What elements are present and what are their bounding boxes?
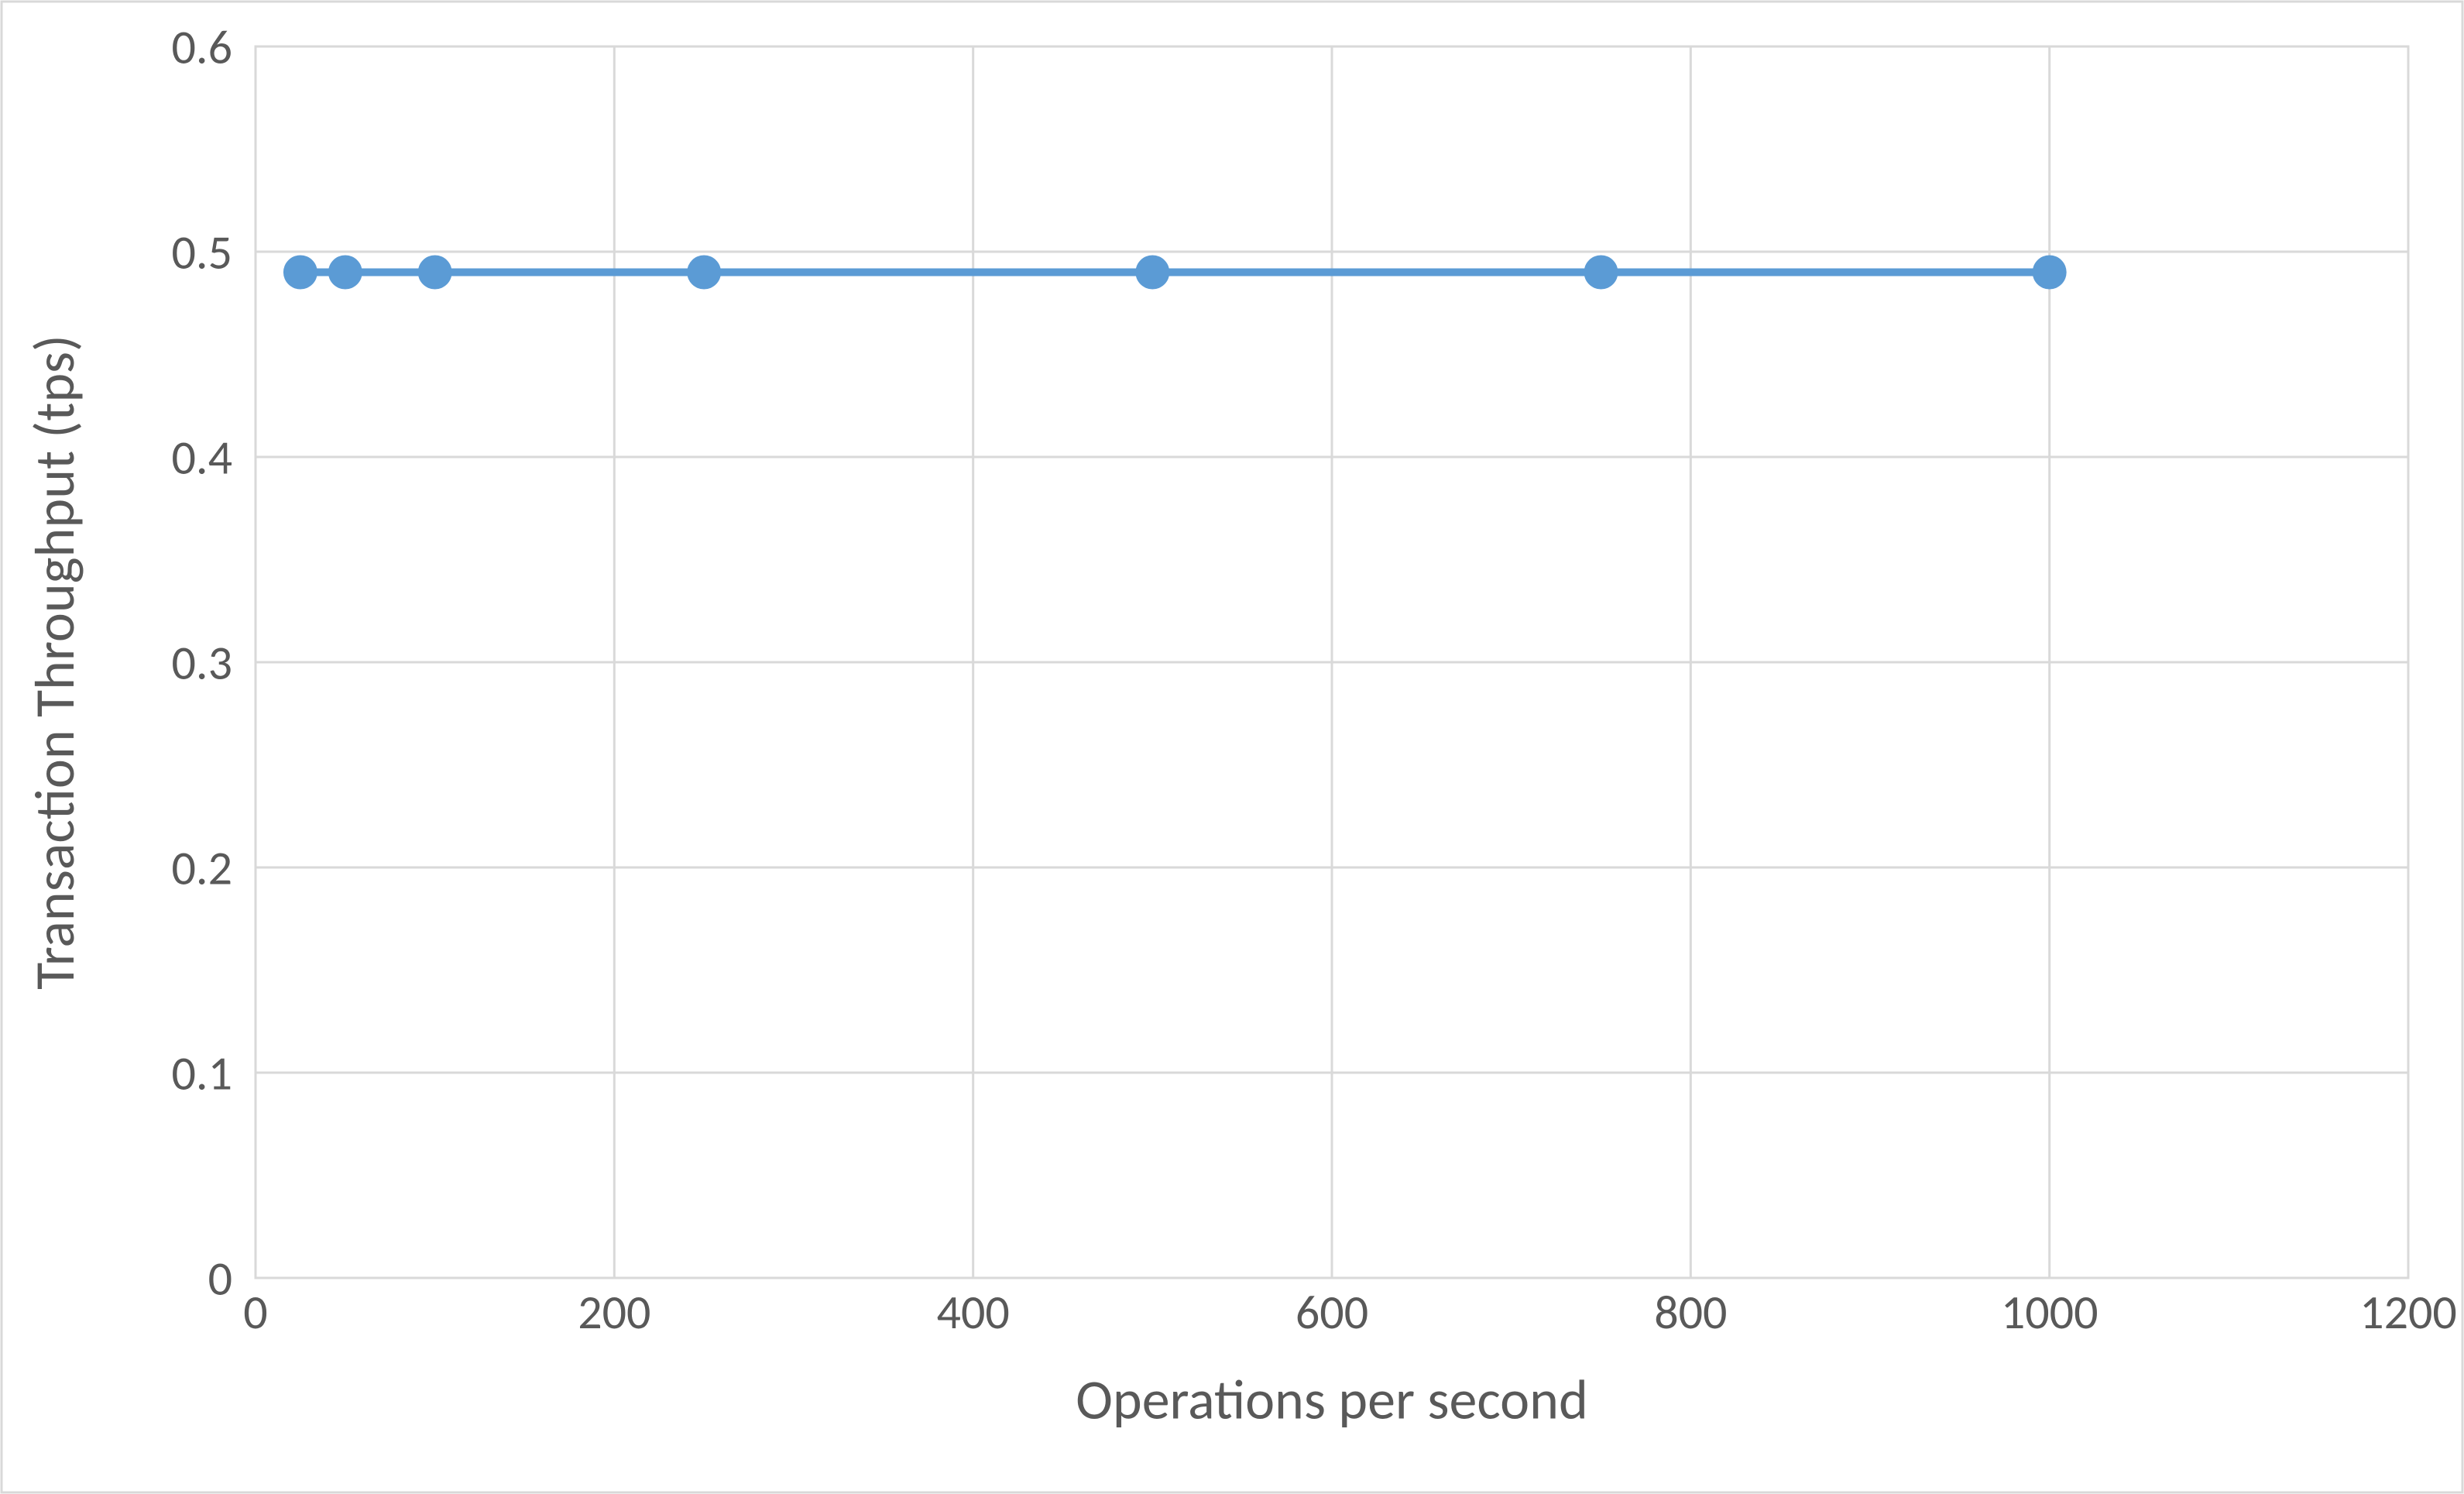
y-tick-label: 0.2 — [172, 839, 233, 898]
y-tick-label: 0.1 — [172, 1044, 233, 1103]
series-marker — [418, 256, 452, 290]
x-tick-label: 1200 — [2359, 1283, 2457, 1341]
x-tick-label: 600 — [1295, 1283, 1368, 1341]
y-tick-label: 0 — [208, 1249, 232, 1308]
y-tick-label: 0.5 — [172, 223, 233, 282]
series-marker — [1584, 256, 1618, 290]
y-axis-title: Transaction Throughput (tps) — [21, 335, 89, 990]
chart-container: 0 200 400 600 800 1000 1200 0 0.1 0.2 0.3 0.4 0.5 0.6… — [0, 0, 2464, 1494]
x-axis-title: Operations per second — [1076, 1365, 1588, 1434]
x-tick-label: 400 — [937, 1283, 1010, 1341]
series-marker — [1135, 256, 1169, 290]
x-tick-label: 200 — [578, 1283, 650, 1341]
series-marker — [328, 256, 362, 290]
x-tick-label: 0 — [243, 1283, 267, 1341]
throughput-chart: 0 200 400 600 800 1000 1200 0 0.1 0.2 0.3 0.4 0.5 0.6… — [0, 0, 2464, 1494]
y-tick-label: 0.3 — [172, 634, 233, 692]
series-marker — [687, 256, 721, 290]
x-tick-label: 800 — [1654, 1283, 1727, 1341]
x-tick-label: 1000 — [2001, 1283, 2099, 1341]
series-marker — [2033, 256, 2067, 290]
y-tick-label: 0.4 — [172, 428, 233, 487]
y-tick-label: 0.6 — [172, 18, 233, 77]
series-marker — [283, 256, 317, 290]
